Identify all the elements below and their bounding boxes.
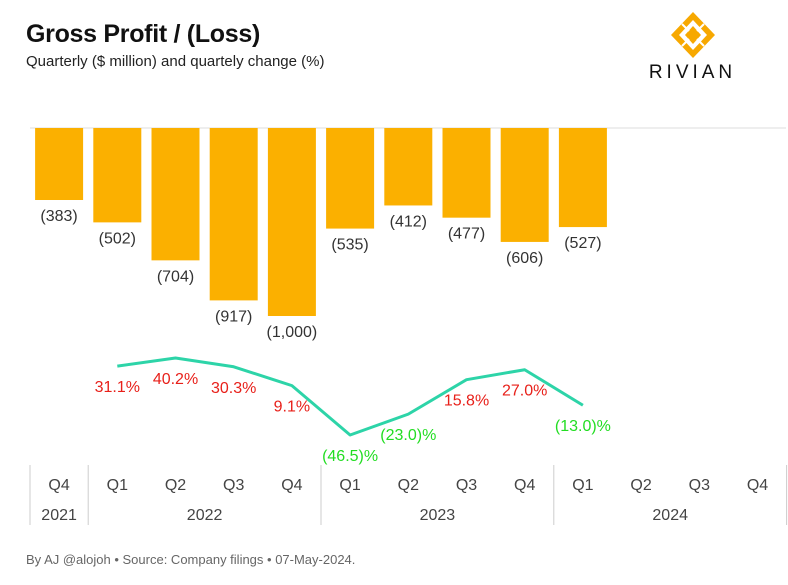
bar-data-label: (477) <box>448 226 485 243</box>
x-tick-label: Q4 <box>747 477 768 494</box>
bar-data-label: (606) <box>506 250 543 267</box>
bar <box>326 128 375 229</box>
bar-data-label: (535) <box>331 237 368 254</box>
x-tick-label: Q4 <box>281 477 302 494</box>
bar <box>500 128 549 242</box>
bar <box>267 128 316 316</box>
x-year-label: 2023 <box>420 507 456 524</box>
x-tick-label: Q1 <box>107 477 128 494</box>
rivian-logo: RIVIAN <box>645 10 740 85</box>
bar <box>93 128 142 223</box>
x-tick-label: Q3 <box>456 477 477 494</box>
page-subtitle: Quarterly ($ million) and quartely chang… <box>26 53 325 70</box>
bar <box>35 128 84 201</box>
bar <box>384 128 433 206</box>
bar-data-label: (917) <box>215 308 252 325</box>
change-data-label: (23.0)% <box>380 427 436 444</box>
bar <box>558 128 607 228</box>
rivian-logo-text: RIVIAN <box>648 62 737 83</box>
x-tick-label: Q2 <box>398 477 419 494</box>
bar-data-label: (704) <box>157 268 194 285</box>
bar-data-label: (502) <box>99 230 136 247</box>
bar <box>151 128 200 261</box>
bar <box>442 128 491 218</box>
page-title: Gross Profit / (Loss) <box>26 20 261 48</box>
x-tick-label: Q1 <box>572 477 593 494</box>
x-year-label: 2022 <box>187 507 223 524</box>
x-year-label: 2024 <box>652 507 688 524</box>
bar-data-label: (527) <box>564 235 601 252</box>
x-year-label: 2021 <box>41 507 77 524</box>
x-tick-label: Q2 <box>165 477 186 494</box>
x-tick-label: Q3 <box>689 477 710 494</box>
bar-data-label: (383) <box>40 208 77 225</box>
x-tick-label: Q2 <box>630 477 651 494</box>
change-data-label: 9.1% <box>274 399 310 416</box>
bar-data-label: (412) <box>390 213 427 230</box>
rivian-logo-icon <box>670 12 715 58</box>
x-tick-label: Q3 <box>223 477 244 494</box>
change-data-label: 31.1% <box>95 379 140 396</box>
bar-data-label: (1,000) <box>267 324 318 341</box>
x-tick-label: Q4 <box>48 477 69 494</box>
change-line <box>117 356 584 437</box>
bar <box>209 128 258 301</box>
source-footer: By AJ @alojoh • Source: Company filings … <box>26 552 356 567</box>
change-data-label: 27.0% <box>502 383 547 400</box>
change-data-label: 30.3% <box>211 380 256 397</box>
change-data-label: (13.0)% <box>555 418 611 435</box>
change-data-label: (46.5)% <box>322 448 378 465</box>
x-tick-label: Q4 <box>514 477 535 494</box>
change-data-label: 15.8% <box>444 393 489 410</box>
x-tick-label: Q1 <box>339 477 360 494</box>
change-data-label: 40.2% <box>153 371 198 388</box>
